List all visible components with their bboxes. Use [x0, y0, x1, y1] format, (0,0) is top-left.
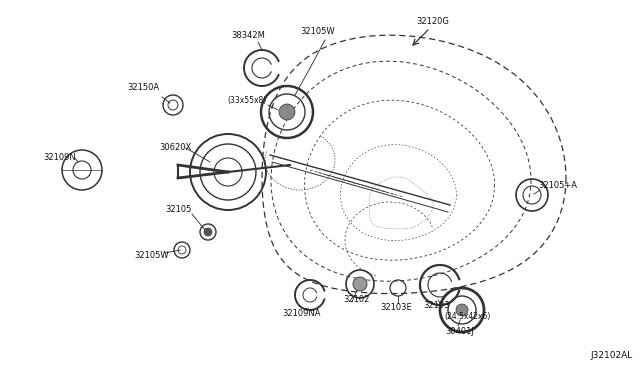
- Text: 38342M: 38342M: [231, 31, 265, 39]
- Text: 32109N: 32109N: [44, 154, 76, 163]
- Text: 32109NA: 32109NA: [283, 308, 321, 317]
- Circle shape: [204, 228, 212, 236]
- Text: (24.5x42x6): (24.5x42x6): [445, 311, 491, 321]
- Text: 32102: 32102: [343, 295, 369, 305]
- Text: 30401J: 30401J: [445, 327, 474, 337]
- Text: J32102AL: J32102AL: [590, 350, 632, 359]
- Circle shape: [456, 304, 468, 316]
- Text: 32105W: 32105W: [134, 250, 170, 260]
- Text: 32103E: 32103E: [380, 302, 412, 311]
- Text: 32105: 32105: [165, 205, 191, 215]
- Text: 32105+A: 32105+A: [538, 180, 577, 189]
- Text: 32103: 32103: [424, 301, 451, 310]
- Circle shape: [279, 104, 295, 120]
- Text: 32120G: 32120G: [416, 17, 449, 26]
- Circle shape: [353, 277, 367, 291]
- Text: 30620X: 30620X: [159, 144, 191, 153]
- Text: 32150A: 32150A: [127, 83, 159, 93]
- Text: (33x55x8): (33x55x8): [227, 96, 267, 105]
- Text: 32105W: 32105W: [301, 28, 335, 36]
